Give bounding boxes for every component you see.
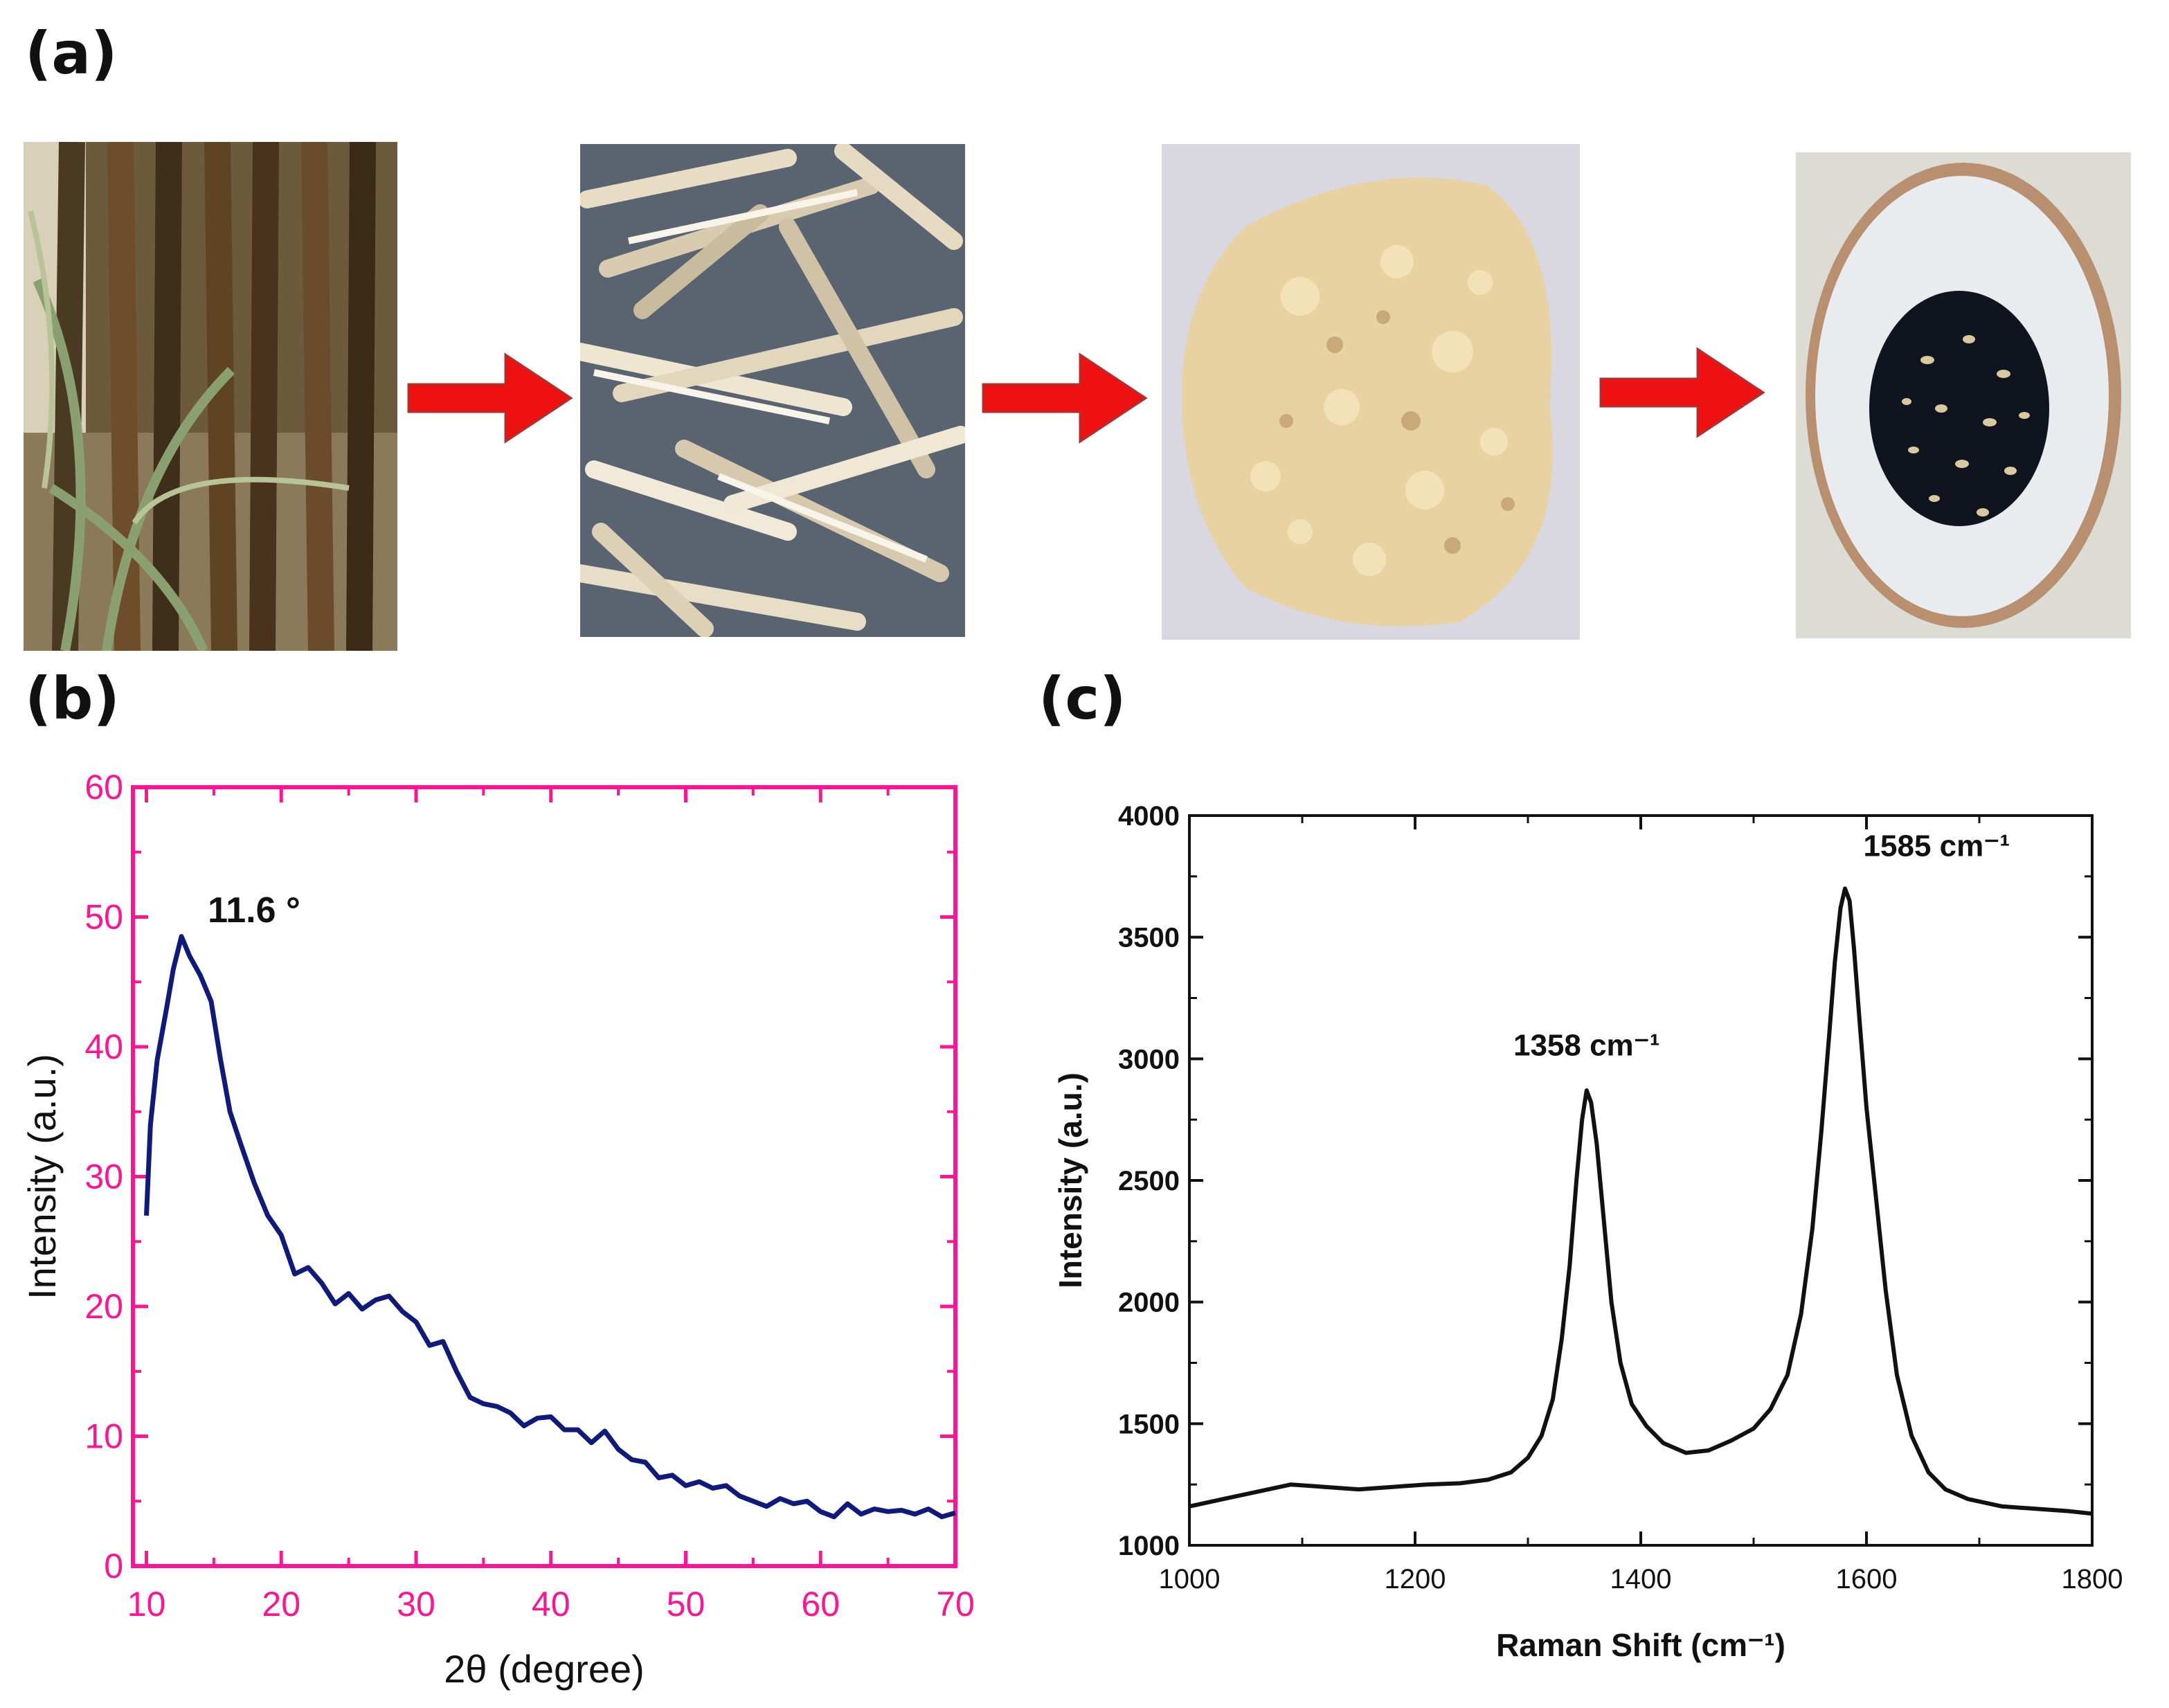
raman-y-tick-label: 3000 — [1118, 1044, 1180, 1075]
xrd-x-tick-label: 10 — [127, 1585, 166, 1624]
xrd-x-axis-label: 2θ (degree) — [444, 1647, 645, 1691]
xrd-y-tick-label: 0 — [104, 1547, 123, 1585]
xrd-x-tick-label: 20 — [262, 1585, 300, 1624]
raman-series-line — [1189, 886, 2093, 1516]
raman-y-axis-label: Intensity (a.u.) — [1052, 1072, 1088, 1288]
xrd-plot-frame — [131, 785, 957, 1568]
carbon-dish-photo — [1796, 152, 2131, 638]
powder-photo — [1162, 144, 1580, 640]
raman-x-tick-label: 1600 — [1836, 1564, 1898, 1594]
raman-plot-frame — [1188, 814, 2094, 1547]
raman-peak-annotation: 1358 cm⁻¹ — [1513, 1028, 1660, 1062]
raman-y-tick-label: 2500 — [1118, 1166, 1180, 1196]
raman-y-tick-label: 2000 — [1118, 1288, 1180, 1318]
xrd-y-tick-label: 40 — [84, 1027, 123, 1066]
xrd-y-tick-label: 50 — [84, 898, 123, 937]
xrd-series-line — [144, 934, 956, 1520]
xrd-x-tick-label: 60 — [801, 1585, 840, 1624]
raman-x-tick-label: 1800 — [2062, 1564, 2123, 1594]
raman-y-tick-label: 4000 — [1118, 801, 1180, 831]
process-arrow-1 — [407, 352, 573, 444]
xrd-x-tick-label: 50 — [667, 1585, 705, 1624]
bagasse-photo — [580, 144, 965, 637]
xrd-x-tick-label: 40 — [532, 1585, 570, 1624]
raman-x-axis-label: Raman Shift (cm⁻¹) — [1496, 1627, 1785, 1663]
xrd-y-tick-label: 10 — [84, 1417, 123, 1456]
xrd-y-tick-label: 30 — [84, 1158, 123, 1196]
raman-y-tick-label: 3500 — [1118, 923, 1180, 953]
raman-y-tick-label: 1500 — [1118, 1409, 1180, 1439]
panel-label-b: (b) — [25, 665, 120, 732]
xrd-y-tick-label: 20 — [84, 1287, 123, 1326]
sugarcane-photo — [24, 142, 397, 651]
xrd-peak-annotation: 11.6 ° — [208, 890, 300, 931]
raman-peak-annotation: 1585 cm⁻¹ — [1864, 829, 2010, 863]
panel-label-c: (c) — [1038, 665, 1126, 732]
panel-label-a: (a) — [25, 19, 118, 87]
xrd-x-tick-label: 70 — [936, 1585, 975, 1624]
raman-x-tick-label: 1400 — [1610, 1564, 1672, 1594]
xrd-x-tick-label: 30 — [397, 1585, 435, 1624]
raman-y-tick-label: 1000 — [1118, 1531, 1180, 1561]
raman-x-tick-label: 1000 — [1159, 1564, 1221, 1594]
xrd-y-tick-label: 60 — [84, 768, 123, 807]
xrd-y-axis-label: Intensity (a.u.) — [20, 1054, 64, 1300]
process-arrow-3 — [1599, 347, 1765, 438]
raman-x-tick-label: 1200 — [1385, 1564, 1446, 1594]
process-arrow-2 — [982, 352, 1148, 444]
